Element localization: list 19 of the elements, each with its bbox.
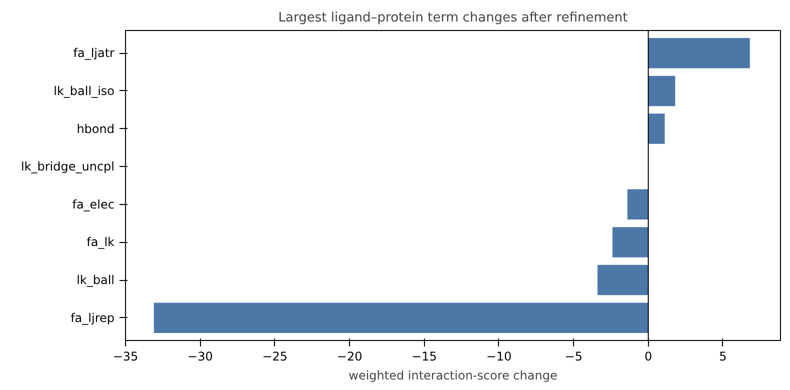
y-tick-label: fa_ljrep (70, 310, 115, 325)
x-tick-label: −20 (336, 350, 362, 364)
x-tick-label: −25 (262, 350, 288, 364)
x-tick-label: −35 (112, 350, 138, 364)
y-tick-label: fa_lk (86, 235, 115, 250)
x-tick-label: −10 (486, 350, 512, 364)
y-tick-label: fa_ljatr (73, 46, 115, 60)
y-tick-label: lk_bridge_uncpl (20, 160, 114, 174)
chart-title: Largest ligand–protein term changes after refinement (278, 10, 628, 26)
y-tick-label: fa_elec (72, 197, 115, 212)
x-tick-label: −15 (412, 350, 437, 364)
x-tick-label: −30 (188, 350, 213, 364)
y-tick-label: lk_ball_iso (54, 84, 115, 98)
x-tick-label: 5 (719, 350, 727, 364)
y-tick-label: lk_ball (76, 273, 114, 288)
x-tick-label: 0 (644, 350, 652, 364)
x-tick-label: −5 (564, 350, 582, 364)
x-axis-title: weighted interaction-score change (348, 368, 558, 382)
y-tick-label: hbond (76, 122, 115, 136)
